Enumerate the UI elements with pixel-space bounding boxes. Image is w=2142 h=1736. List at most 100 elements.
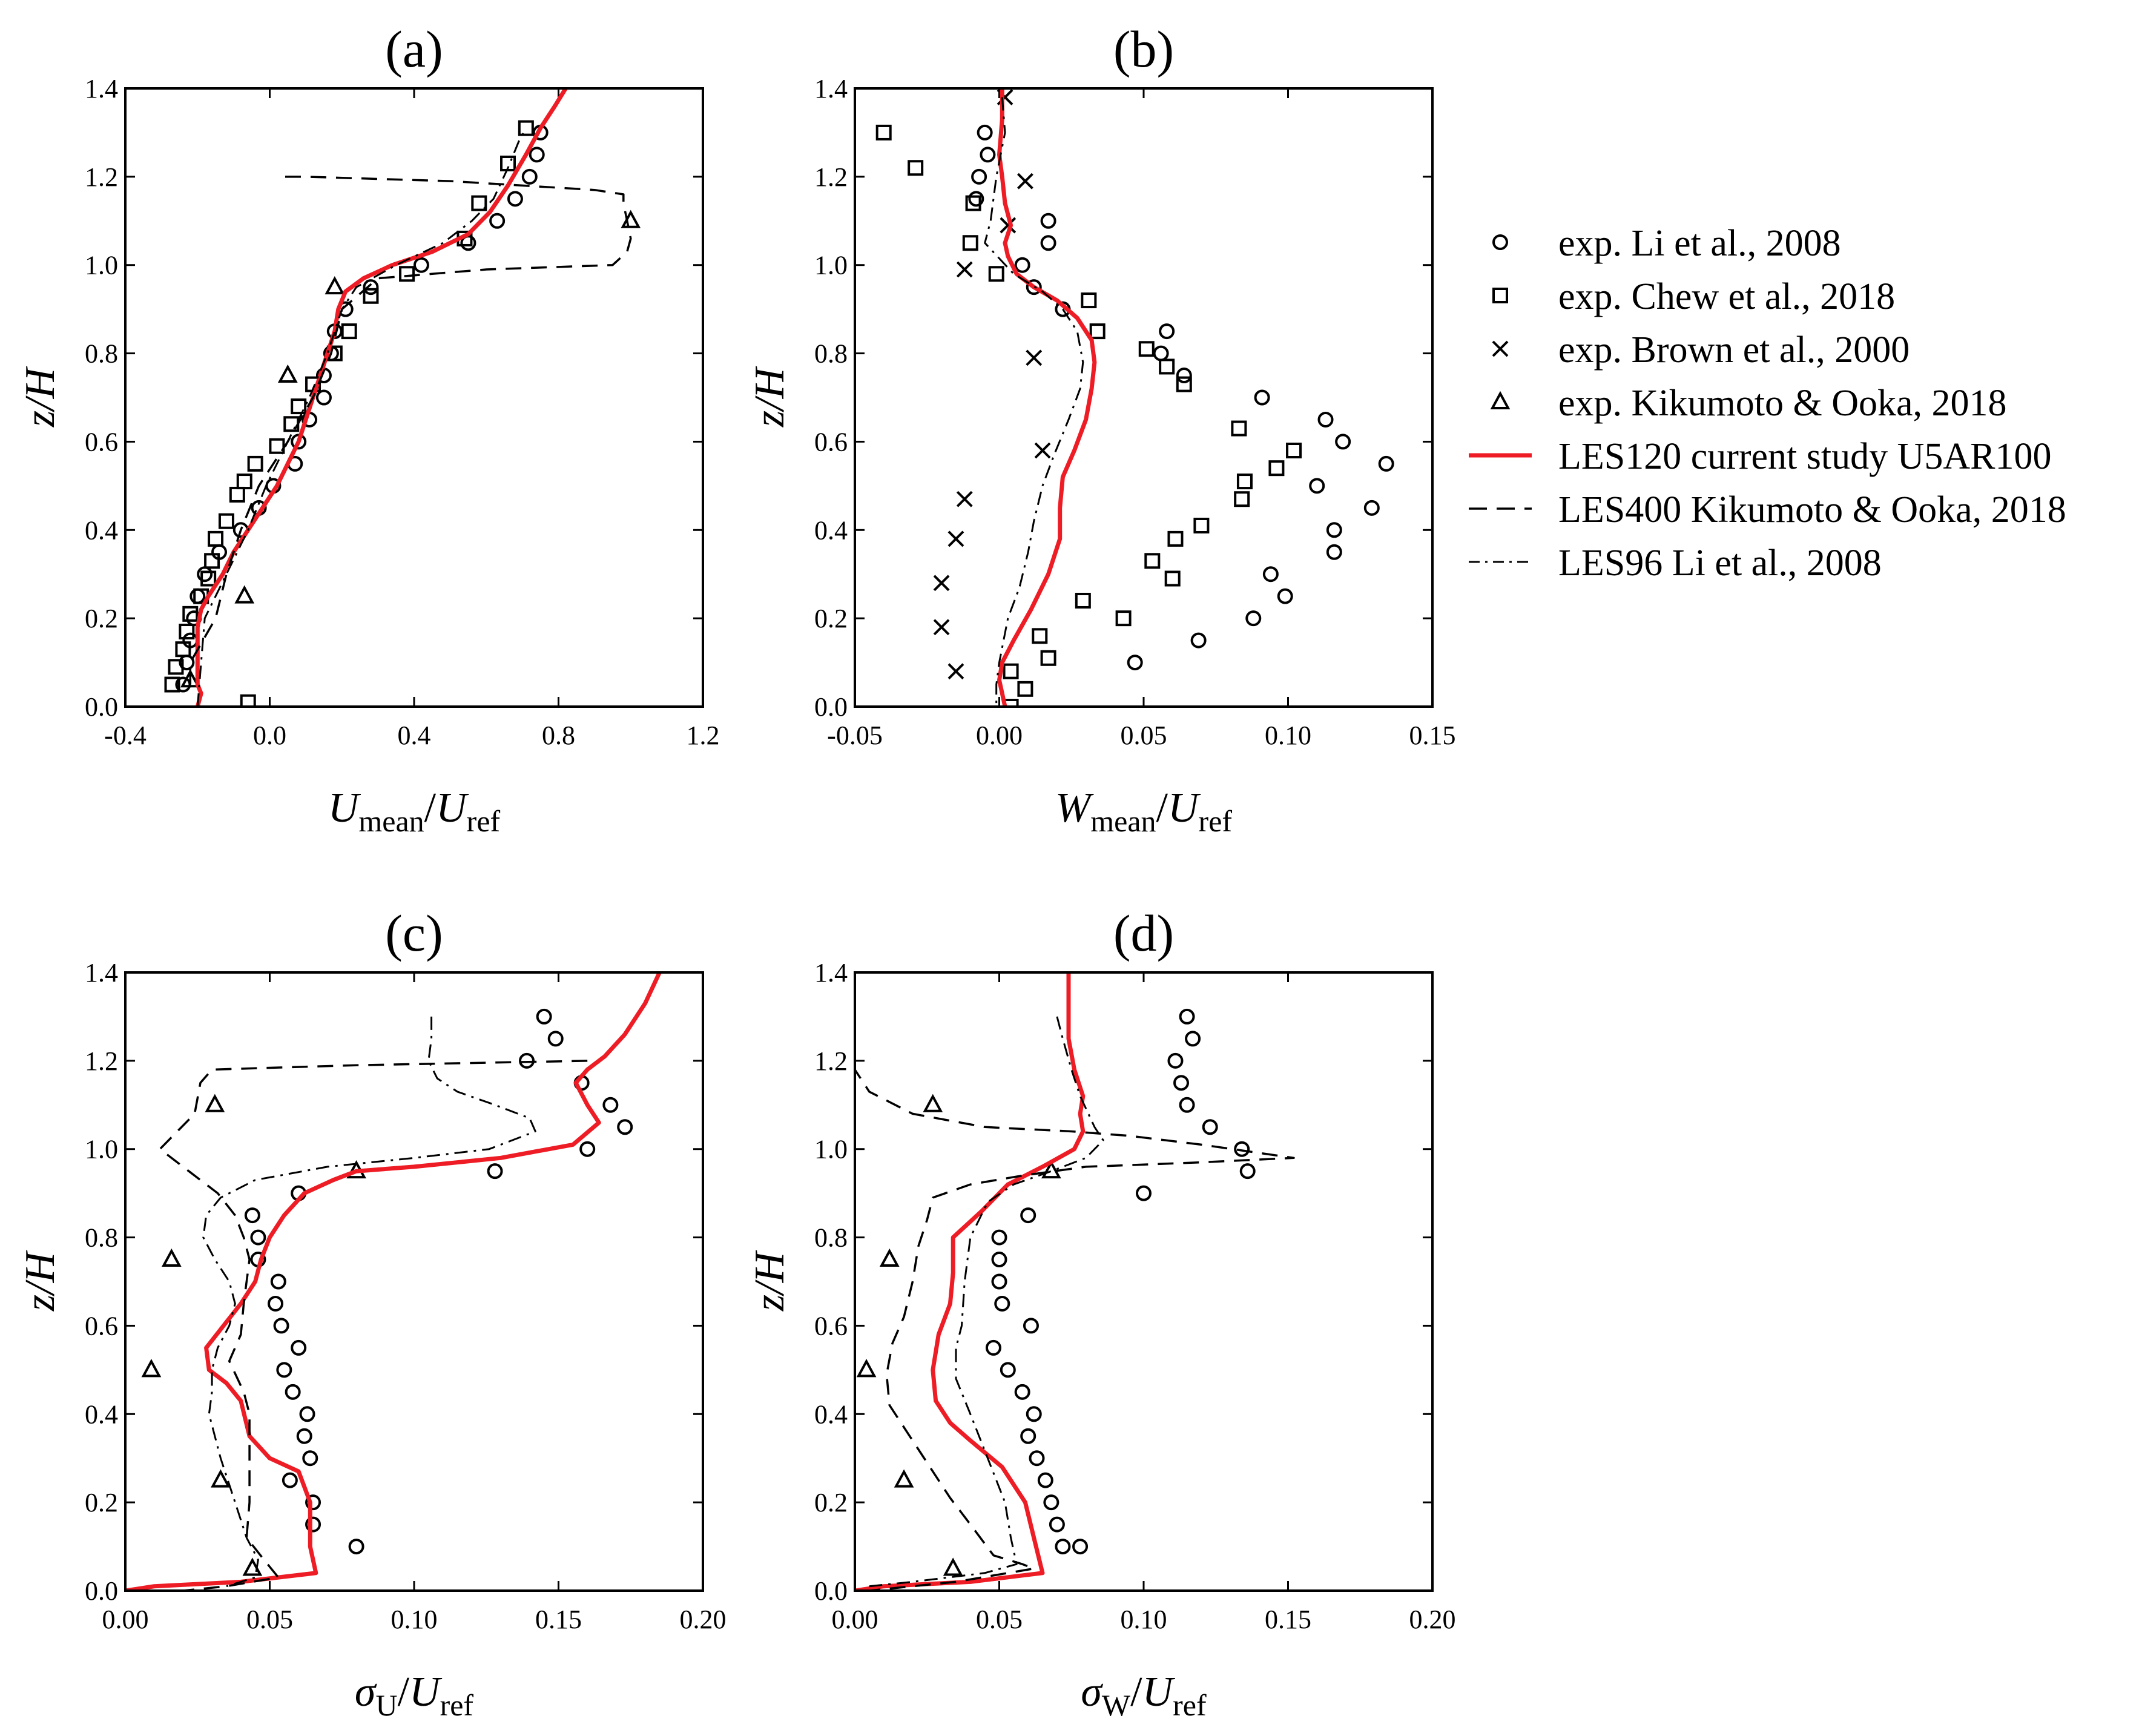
panel-c-series-0-point-10 bbox=[250, 1229, 266, 1246]
panel-a-ytick-label-2: 0.4 bbox=[85, 515, 118, 545]
panel-b-ylabel: z/H bbox=[746, 366, 793, 427]
panel-b-frame bbox=[854, 87, 1434, 708]
panel-a-series-0-point-25 bbox=[175, 676, 191, 693]
panel-d-series-0-point-15 bbox=[985, 1339, 1001, 1356]
panel-c-series-0-point-4 bbox=[602, 1097, 619, 1113]
panel-a-series-0-point-1 bbox=[529, 147, 545, 163]
legend-item-0: exp. Li et al., 2008 bbox=[1492, 223, 1841, 264]
panel-d-xlabel-sub2: ref bbox=[1173, 1688, 1207, 1722]
panel-b-series-1-point-13 bbox=[1236, 474, 1253, 490]
panel-c-ytick-label-6: 1.2 bbox=[85, 1046, 118, 1076]
panel-d-xtick-label-0: 0.00 bbox=[832, 1605, 878, 1634]
panel-b-series-0-point-0 bbox=[977, 124, 993, 140]
panel-a-series-1-point-2 bbox=[471, 195, 487, 211]
panel-c-xtick-label-2: 0.10 bbox=[391, 1605, 438, 1634]
legend-item-1: exp. Chew et al., 2018 bbox=[1492, 276, 1895, 317]
panel-b-series-1-point-9 bbox=[1176, 376, 1192, 392]
panel-a-series-1-point-5 bbox=[363, 288, 379, 304]
panel-a-xtick-label-3: 0.8 bbox=[542, 721, 575, 750]
panel-b-series-2-point-2 bbox=[1000, 217, 1017, 234]
panel-d-series-1-point-5 bbox=[943, 1557, 963, 1576]
panel-c-series-0-point-23 bbox=[305, 1516, 321, 1533]
panel-a-series-1-point-11 bbox=[269, 438, 285, 454]
panel-d-xlabel-main2: U bbox=[1142, 1669, 1176, 1715]
panel-b-xlabel-main2: U bbox=[1168, 785, 1201, 831]
panel-c-xlabel: σU/Uref bbox=[355, 1669, 473, 1722]
panel-c-xtick-label-1: 0.05 bbox=[246, 1605, 293, 1634]
panel-b-series-1-point-23 bbox=[1017, 681, 1033, 697]
panel-b-series-1-point-10 bbox=[1231, 420, 1247, 437]
panel-a-series-0-point-6 bbox=[413, 257, 429, 273]
panel-a-xtick-label-0: -0.4 bbox=[104, 721, 147, 750]
panel-b-series-0-point-20 bbox=[1262, 566, 1279, 583]
panel-d-series-0-point-21 bbox=[1037, 1472, 1053, 1488]
panel-d-series-0-point-23 bbox=[1049, 1516, 1065, 1533]
panel-b-series-1-markers bbox=[875, 124, 1302, 707]
panel-b-series-2-point-4 bbox=[1026, 349, 1043, 366]
panel-b-xtick-label-2: 0.05 bbox=[1121, 721, 1167, 750]
panel-c-xlabel-sub: U bbox=[375, 1688, 397, 1722]
panel-a-ytick-label-5: 1.0 bbox=[85, 251, 118, 280]
panel-a-xlabel-sep: / bbox=[424, 785, 437, 831]
panel-c-series-0-point-16 bbox=[276, 1362, 292, 1378]
panel-b-series-2-point-5 bbox=[1034, 442, 1051, 459]
panel-c-series-3-line bbox=[159, 1060, 588, 1591]
panel-c-xlabel-main: σ bbox=[355, 1669, 377, 1715]
panel-a-series bbox=[164, 88, 641, 707]
panel-c-series-0-point-13 bbox=[268, 1295, 284, 1312]
panel-b-series-0-point-5 bbox=[1040, 235, 1056, 251]
legend-item-5-label: LES400 Kikumoto & Ooka, 2018 bbox=[1558, 489, 2066, 530]
panel-b-xtick-label-3: 0.10 bbox=[1265, 721, 1311, 750]
legend-item-2-label: exp. Brown et al., 2000 bbox=[1558, 329, 1910, 371]
panel-a-series-2-point-3 bbox=[234, 585, 255, 604]
panel-d-series-0-point-3 bbox=[1173, 1075, 1190, 1091]
panel-d-series-1-point-3 bbox=[856, 1359, 877, 1378]
panel-c-ylabel: z/H bbox=[17, 1250, 64, 1312]
panel-c-frame bbox=[124, 971, 704, 1592]
panel-d-series-3-line bbox=[855, 1068, 1295, 1591]
panel-d-series-0-point-14 bbox=[1023, 1318, 1039, 1334]
panel-c-series-0-point-22 bbox=[305, 1494, 321, 1511]
panel-c-series-0-point-17 bbox=[285, 1384, 301, 1400]
panel-b-series bbox=[875, 88, 1394, 707]
panel-b-series-0-markers bbox=[968, 124, 1394, 671]
panel-d-series-0-point-5 bbox=[1202, 1119, 1218, 1135]
panel-b-series-0-point-18 bbox=[1326, 522, 1342, 538]
legend-item-3: exp. Kikumoto & Ooka, 2018 bbox=[1490, 383, 2007, 424]
panel-a-series-1-point-23 bbox=[168, 659, 184, 675]
panel-d-series-4-line bbox=[869, 1016, 1104, 1588]
panel-d-ytick-label-3: 0.6 bbox=[814, 1311, 848, 1341]
panel-d-series-0-point-12 bbox=[991, 1273, 1007, 1290]
legend-item-3-point-symbol bbox=[1490, 391, 1511, 409]
panel-b-series-1-point-5 bbox=[1081, 292, 1097, 309]
panel-c-series-0-markers bbox=[244, 1008, 633, 1555]
legend-item-0-label: exp. Li et al., 2008 bbox=[1558, 223, 1841, 264]
panel-c-series bbox=[125, 972, 662, 1591]
panel-a-series-1-point-20 bbox=[182, 606, 199, 622]
panel-b-ytick-label-2: 0.4 bbox=[814, 515, 848, 545]
panel-a-ytick-label-1: 0.2 bbox=[85, 604, 118, 633]
panel-d-series-0-point-18 bbox=[1026, 1406, 1042, 1422]
panel-b-series-0-point-21 bbox=[1277, 588, 1293, 604]
panel-a-series-1-point-9 bbox=[291, 398, 307, 415]
panel-b-series-1-point-25 bbox=[1003, 699, 1019, 707]
panel-d-series-0-point-0 bbox=[1179, 1008, 1195, 1025]
panel-d-series-1-markers bbox=[856, 1094, 1061, 1576]
panel-d-series-0-point-16 bbox=[1000, 1362, 1016, 1378]
panel-a-xlabel: Umean/Uref bbox=[328, 785, 501, 838]
panel-b-series-2-point-9 bbox=[933, 619, 950, 636]
panel-a-series-1-point-21 bbox=[179, 624, 195, 640]
panel-a-ytick-label-3: 0.6 bbox=[85, 427, 118, 457]
panel-b-series-1-point-15 bbox=[1193, 517, 1210, 533]
panel-c-series-1-point-2 bbox=[161, 1248, 182, 1267]
panel-c-xtick-label-0: 0.00 bbox=[102, 1605, 149, 1634]
panel-a-series-2-point-4 bbox=[180, 669, 200, 688]
panel-a-series-4-line bbox=[189, 176, 632, 685]
panel-a-xtick-label-2: 0.4 bbox=[398, 721, 431, 750]
panel-c-series-0-point-7 bbox=[487, 1163, 503, 1180]
panel-b-series-0-point-7 bbox=[1026, 279, 1042, 295]
panel-b-xlabel-main: W bbox=[1055, 785, 1094, 831]
legend-item-6: LES96 Li et al., 2008 bbox=[1469, 543, 1882, 584]
panel-b: (b) -0.05 0.00 0.05 0.10 0.15 0.0 0.2 0.4 0.6 0.8 1… bbox=[746, 20, 1456, 838]
